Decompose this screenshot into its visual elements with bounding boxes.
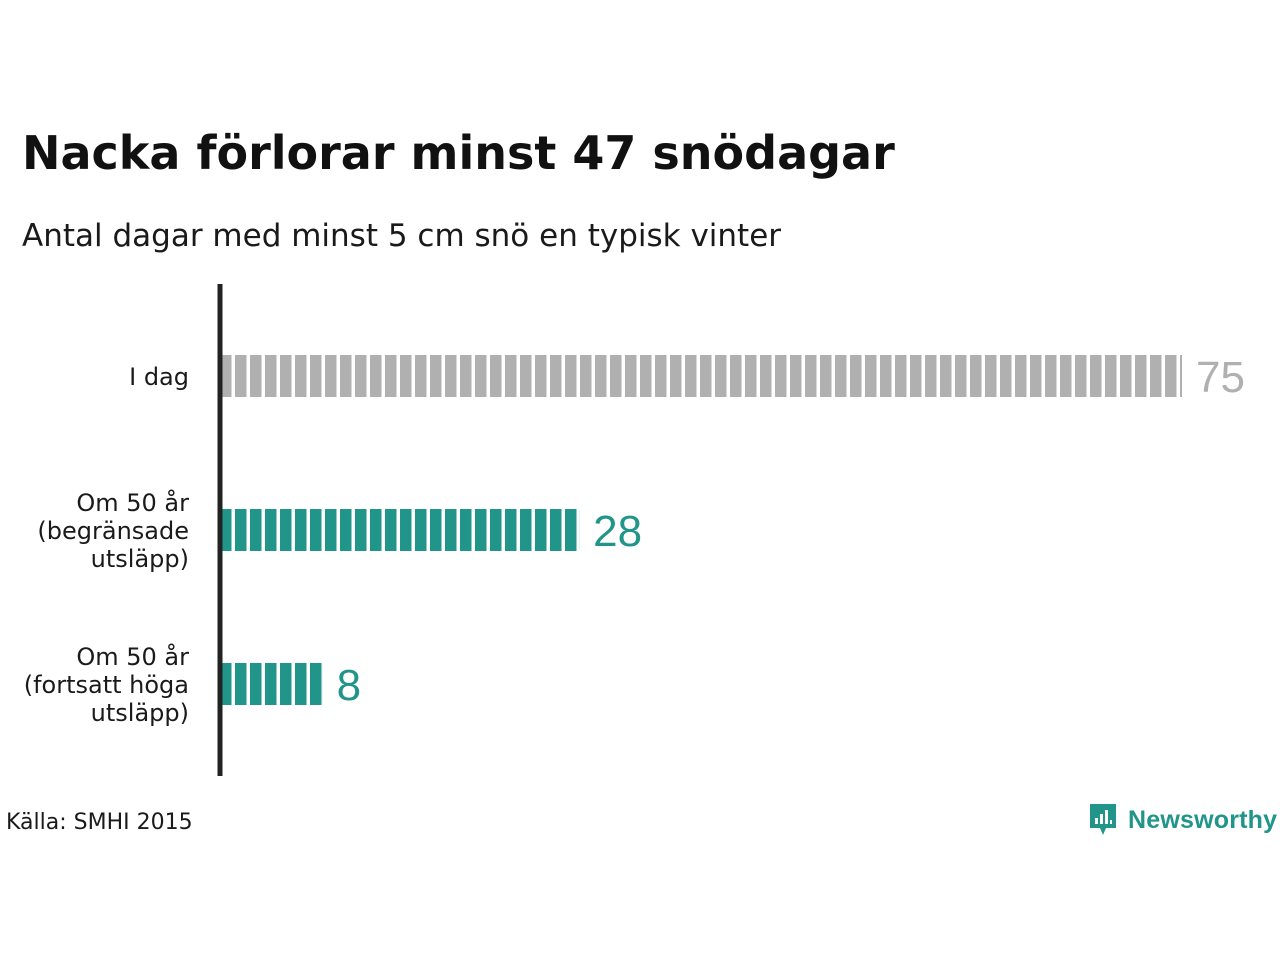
bar <box>220 663 323 705</box>
bar <box>220 509 580 551</box>
value-label: 8 <box>337 661 361 710</box>
value-label: 75 <box>1196 353 1245 402</box>
bar-chart-bubble-icon <box>1090 804 1116 835</box>
chart-subtitle: Antal dagar med minst 5 cm snö en typisk… <box>22 218 782 254</box>
chart-title: Nacka förlorar minst 47 snödagar <box>22 126 895 180</box>
bar <box>220 355 1182 397</box>
category-label: Om 50 år (fortsatt höga utsläpp) <box>24 642 189 727</box>
value-label: 28 <box>593 507 642 556</box>
brand-logo: Newsworthy <box>1088 803 1277 837</box>
source-note: Källa: SMHI 2015 <box>6 810 193 835</box>
category-label: I dag <box>129 363 189 391</box>
category-label: Om 50 år (begränsade utsläpp) <box>37 488 189 573</box>
brand-name: Newsworthy <box>1128 805 1278 834</box>
